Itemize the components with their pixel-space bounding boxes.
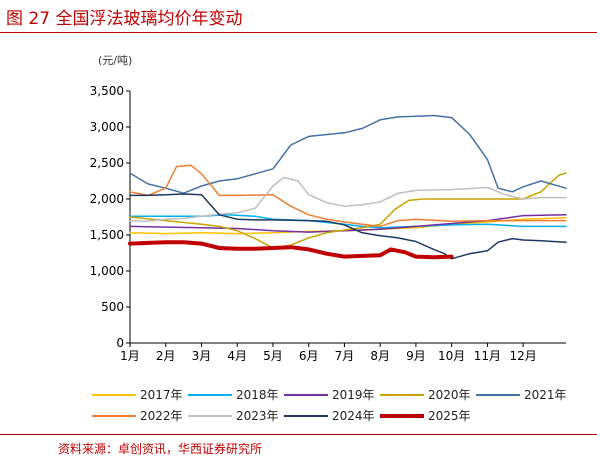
y-tick-label: 500: [101, 300, 124, 314]
x-tick-label: 5月: [263, 349, 283, 363]
chart-legend: 2017年 2018年 2019年 2020年 2021年 2022年 2023年 2024年…: [92, 384, 572, 426]
y-axis-unit: (元/吨): [98, 54, 133, 67]
legend-item: 2018年: [188, 384, 284, 405]
y-tick-label: 1,500: [90, 228, 124, 242]
legend-label: 2019年: [332, 388, 375, 402]
x-tick-label: 9月: [406, 349, 426, 363]
legend-swatch: [380, 413, 424, 418]
legend-label: 2020年: [428, 388, 471, 402]
y-tick-label: 3,500: [90, 84, 124, 98]
legend-item: 2021年: [476, 384, 572, 405]
legend-swatch: [380, 393, 424, 396]
x-tick-label: 2月: [156, 349, 176, 363]
y-tick-label: 2,000: [90, 192, 124, 206]
x-tick-label: 6月: [299, 349, 319, 363]
x-tick-label: 10月: [438, 349, 465, 363]
source-note: 资料来源：卓创资讯，华西证券研究所: [58, 442, 263, 456]
legend-label: 2021年: [524, 388, 567, 402]
series-line-2022年: [129, 164, 567, 228]
y-tick-label: 2,500: [90, 156, 124, 170]
y-tick-label: 3,000: [90, 120, 124, 134]
legend-swatch: [284, 414, 328, 417]
legend-item: 2019年: [284, 384, 380, 405]
x-tick-label: 11月: [474, 349, 501, 363]
legend-swatch: [188, 414, 232, 417]
legend-label: 2017年: [140, 388, 183, 402]
series-line-2021年: [129, 114, 567, 194]
title-divider: [0, 32, 597, 33]
legend-label: 2022年: [140, 409, 183, 423]
source-divider: [0, 434, 597, 435]
chart-title: 图 27 全国浮法玻璃均价年变动: [6, 9, 243, 29]
series-line-2020年: [129, 172, 567, 249]
x-tick-label: 7月: [335, 349, 355, 363]
legend-swatch: [92, 393, 136, 396]
x-tick-label: 1月: [120, 349, 140, 363]
y-tick-label: 1,000: [90, 264, 124, 278]
legend-label: 2025年: [428, 409, 471, 423]
legend-swatch: [188, 393, 232, 396]
series-line-2023年: [129, 176, 567, 223]
legend-swatch: [284, 393, 328, 396]
legend-label: 2023年: [236, 409, 279, 423]
legend-item: 2020年: [380, 384, 476, 405]
legend-swatch: [476, 393, 520, 396]
x-tick-label: 8月: [370, 349, 390, 363]
x-tick-label: 4月: [227, 349, 247, 363]
legend-label: 2018年: [236, 388, 279, 402]
legend-item: 2025年: [380, 405, 476, 426]
y-tick-label: 0: [116, 336, 124, 350]
legend-swatch: [92, 414, 136, 417]
legend-item: 2024年: [284, 405, 380, 426]
legend-label: 2024年: [332, 409, 375, 423]
x-tick-label: 12月: [509, 349, 536, 363]
legend-item: 2017年: [92, 384, 188, 405]
series-line-2024年: [129, 193, 567, 260]
legend-item: 2022年: [92, 405, 188, 426]
series-line-2025年: [128, 240, 454, 260]
x-tick-label: 3月: [192, 349, 212, 363]
legend-item: 2023年: [188, 405, 284, 426]
